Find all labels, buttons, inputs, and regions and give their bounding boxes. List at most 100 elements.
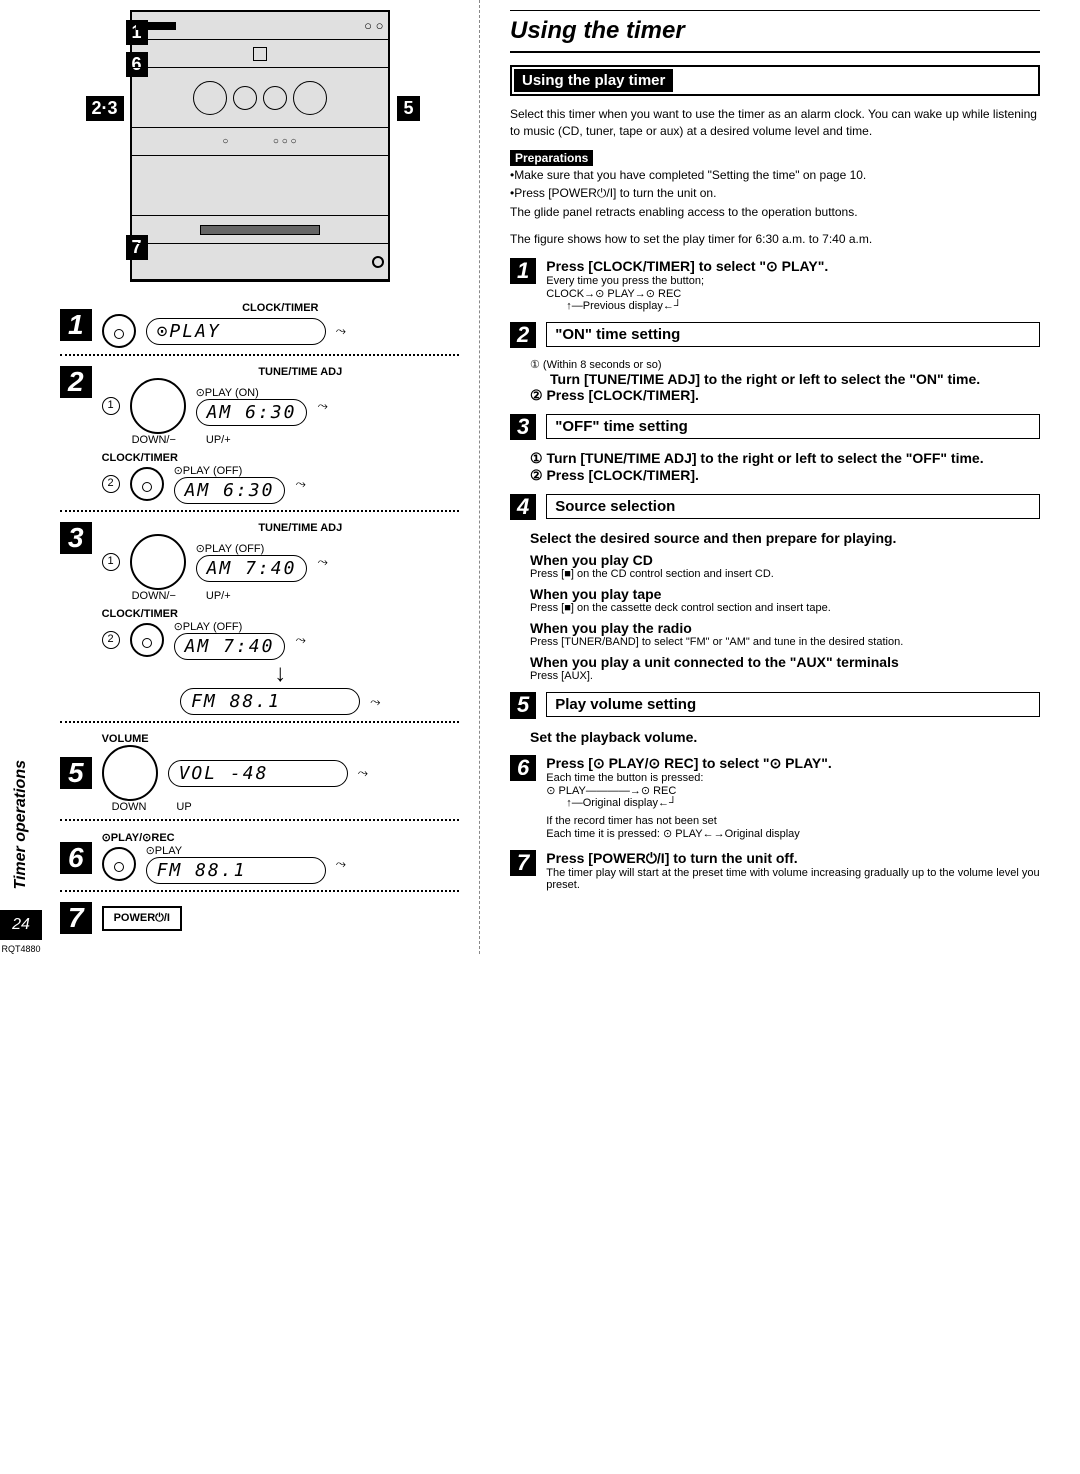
- r4-cd-b: Press [■] on the CD control section and …: [530, 568, 1040, 580]
- r5-head: Play volume setting: [546, 692, 1040, 717]
- tune-adj-dial-icon: [130, 378, 186, 434]
- s3r2-label: CLOCK/TIMER: [102, 608, 459, 620]
- step6-num: 6: [60, 842, 92, 874]
- r-step-6: 6 Press [⊙ PLAY/⊙ REC] to select "⊙ PLAY…: [510, 755, 1040, 840]
- step5-label: VOLUME: [102, 733, 459, 745]
- substep-1-icon: 1: [102, 397, 120, 415]
- substep-2-icon: 2: [102, 475, 120, 493]
- stereo-diagram: 1 6 2·3 7 5 ○ ○ ○ ○ ○ ○: [130, 10, 390, 282]
- r-step-7: 7 Press [POWER⏻/I] to turn the unit off.…: [510, 850, 1040, 891]
- volume-dial-icon: [102, 745, 158, 801]
- r2-num: 2: [510, 322, 536, 348]
- clock-timer-dial-icon: [102, 314, 136, 348]
- s3r2-lcd: AM 7:40: [174, 633, 286, 660]
- clock-timer-dial-icon: [130, 467, 164, 501]
- r2-b: Turn [TUNE/TIME ADJ] to the right or lef…: [530, 371, 1040, 387]
- banner: Using the play timer: [510, 65, 1040, 96]
- down-arrow-icon: ↓: [102, 660, 459, 688]
- s5-lcd: VOL -48: [168, 760, 348, 787]
- op-step-6: 6 ⊙PLAY/⊙REC ⊙PLAY FM 88.1 ⤳: [60, 831, 459, 892]
- prep-2: •Press [POWER⏻/I] to turn the unit on.: [510, 185, 1040, 202]
- banner-text: Using the play timer: [514, 69, 673, 92]
- r3-num: 3: [510, 414, 536, 440]
- r-step-3: 3 "OFF" time setting: [510, 414, 1040, 440]
- s2r2-tag: ⊙PLAY (OFF): [174, 464, 286, 477]
- s2-down: DOWN/−: [132, 434, 176, 446]
- r1-l2: CLOCK→⊙ PLAY→⊙ REC: [546, 287, 1040, 300]
- r4-num: 4: [510, 494, 536, 520]
- side-tab: Timer operations 24 RQT4880: [0, 554, 42, 954]
- r4-ax-h: When you play a unit connected to the "A…: [530, 654, 1040, 670]
- s2r1-tag: ⊙PLAY (ON): [196, 386, 308, 399]
- step1-lcd: ⊙PLAY: [146, 318, 326, 345]
- s3r1-tag: ⊙PLAY (OFF): [196, 542, 308, 555]
- step1-num: 1: [60, 309, 92, 341]
- section-title: Using the timer: [510, 10, 1040, 53]
- step2-num: 2: [60, 366, 92, 398]
- step7-num: 7: [60, 902, 92, 934]
- prep-2b: The glide panel retracts enabling access…: [510, 204, 1040, 221]
- r6-num: 6: [510, 755, 536, 781]
- r4-rd-b: Press [TUNER/BAND] to select "FM" or "AM…: [530, 636, 1040, 648]
- r1-l3: ↑—Previous display←┘: [546, 300, 1040, 312]
- s3r1-lcd: AM 7:40: [196, 555, 308, 582]
- prep-1: •Make sure that you have completed "Sett…: [510, 167, 1040, 184]
- s3-down: DOWN/−: [132, 590, 176, 602]
- op-step-5: 5 VOLUME VOL -48⤳ DOWN UP: [60, 733, 459, 821]
- r7-title: Press [POWER⏻/I] to turn the unit off.: [546, 850, 1040, 867]
- step1-label: CLOCK/TIMER: [102, 302, 459, 314]
- s6-lcd: FM 88.1: [146, 857, 326, 884]
- s2r1-lcd: AM 6:30: [196, 399, 308, 426]
- s5-down: DOWN: [112, 801, 147, 813]
- r3-a: ① Turn [TUNE/TIME ADJ] to the right or l…: [530, 450, 1040, 467]
- r7-num: 7: [510, 850, 536, 876]
- op-step-3: 3 TUNE/TIME ADJ 1 ⊙PLAY (OFF) AM 7:40 ⤳ …: [60, 522, 459, 723]
- r-step-5: 5 Play volume setting: [510, 692, 1040, 718]
- op-step-1: 1 CLOCK/TIMER ⊙PLAY ⤳: [60, 302, 459, 356]
- s5-up: UP: [176, 801, 191, 813]
- r6-l4: If the record timer has not been set: [546, 815, 1040, 827]
- r5-title: Set the playback volume.: [510, 729, 1040, 745]
- step3-label: TUNE/TIME ADJ: [142, 522, 459, 534]
- clock-timer-dial-icon: [130, 623, 164, 657]
- s2r2-lcd: AM 6:30: [174, 477, 286, 504]
- tune-adj-dial-icon: [130, 534, 186, 590]
- step5-num: 5: [60, 757, 92, 789]
- op-step-2: 2 TUNE/TIME ADJ 1 ⊙PLAY (ON) AM 6:30 ⤳ D…: [60, 366, 459, 512]
- r3-head: "OFF" time setting: [546, 414, 1040, 439]
- r6-l1: Each time the button is pressed:: [546, 772, 1040, 784]
- step2-label: TUNE/TIME ADJ: [142, 366, 459, 378]
- r4-tp-b: Press [■] on the cassette deck control s…: [530, 602, 1040, 614]
- step6-label: ⊙PLAY/⊙REC: [102, 831, 459, 844]
- marker-5: 5: [397, 96, 419, 121]
- r3-b: ② Press [CLOCK/TIMER].: [530, 467, 1040, 484]
- r4-ax-b: Press [AUX].: [530, 670, 1040, 682]
- s3-up: UP/+: [206, 590, 231, 602]
- r4-head: Source selection: [546, 494, 1040, 519]
- r6-l5: Each time it is pressed: ⊙ PLAY←→Origina…: [546, 827, 1040, 840]
- left-column: 1 6 2·3 7 5 ○ ○ ○ ○ ○ ○ 1 CLOCK/TIME: [0, 0, 480, 954]
- r4-title: Select the desired source and then prepa…: [530, 530, 1040, 546]
- right-column: Using the timer Using the play timer Sel…: [480, 0, 1060, 954]
- r6-l2: ⊙ PLAY————→⊙ REC: [546, 784, 1040, 797]
- r4-cd-h: When you play CD: [530, 552, 1040, 568]
- r2-a: ① (Within 8 seconds or so): [530, 358, 1040, 371]
- r-step-1: 1 Press [CLOCK/TIMER] to select "⊙ PLAY"…: [510, 258, 1040, 312]
- s2r2-label: CLOCK/TIMER: [102, 452, 459, 464]
- page-number: 24: [0, 910, 42, 940]
- r2-c: ② Press [CLOCK/TIMER].: [530, 387, 1040, 404]
- doc-code: RQT4880: [1, 944, 40, 954]
- s3r2-tag: ⊙PLAY (OFF): [174, 620, 286, 633]
- r-step-4: 4 Source selection: [510, 494, 1040, 520]
- r7-body: The timer play will start at the preset …: [546, 867, 1040, 891]
- s3-result-lcd: FM 88.1: [180, 688, 360, 715]
- op-step-7: 7 POWER⏻/I: [60, 902, 459, 934]
- r4-rd-h: When you play the radio: [530, 620, 1040, 636]
- page-root: Timer operations 24 RQT4880 1 6 2·3 7 5 …: [0, 0, 1080, 954]
- s6-tag: ⊙PLAY: [146, 844, 326, 857]
- sidebar-label: Timer operations: [12, 760, 30, 890]
- step3-num: 3: [60, 522, 92, 554]
- r1-title: Press [CLOCK/TIMER] to select "⊙ PLAY".: [546, 258, 1040, 275]
- marker-2-3: 2·3: [86, 96, 124, 121]
- s2-up: UP/+: [206, 434, 231, 446]
